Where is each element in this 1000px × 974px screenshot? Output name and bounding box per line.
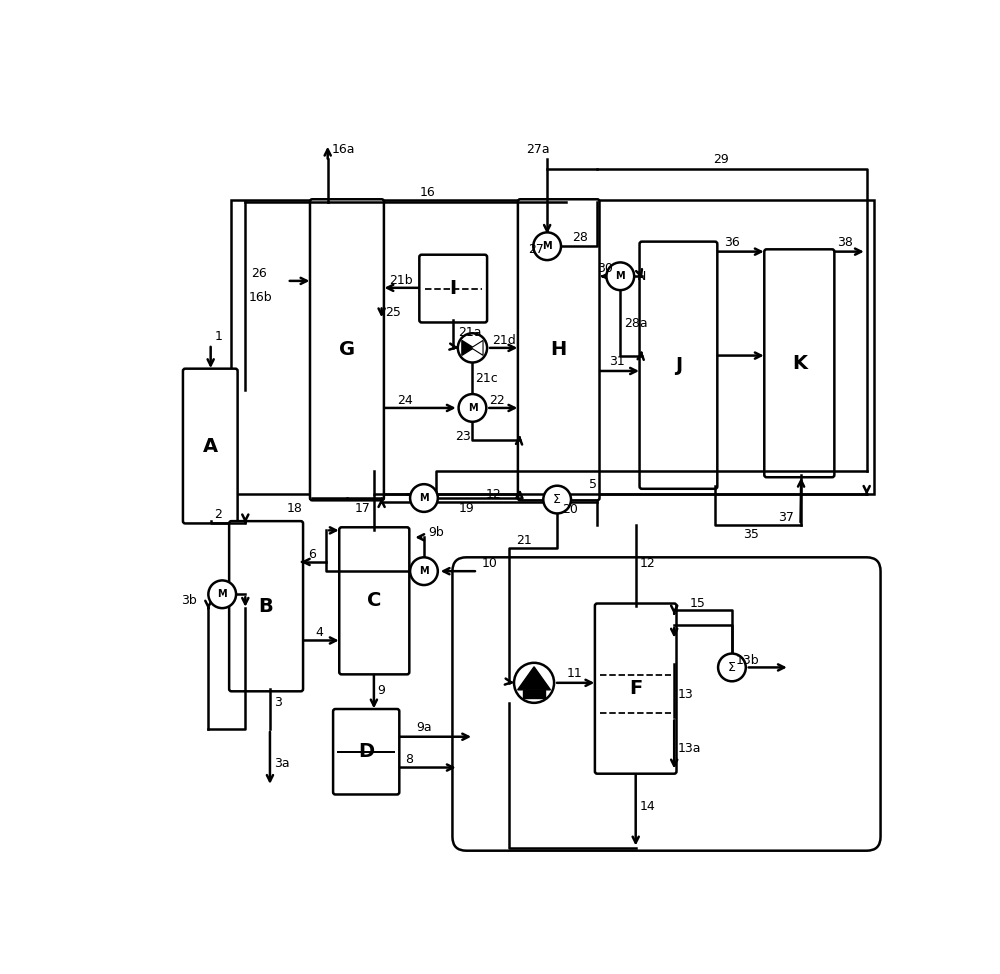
Circle shape xyxy=(514,663,554,703)
Text: D: D xyxy=(358,742,374,762)
Text: G: G xyxy=(339,340,355,359)
Text: 25: 25 xyxy=(385,306,401,318)
Text: 20: 20 xyxy=(563,504,578,516)
Text: 27: 27 xyxy=(528,243,544,256)
Text: M: M xyxy=(615,272,625,281)
Text: 24: 24 xyxy=(397,393,413,407)
Circle shape xyxy=(208,581,236,608)
Text: 2: 2 xyxy=(215,507,222,521)
Text: 3a: 3a xyxy=(274,757,289,770)
Text: 29: 29 xyxy=(713,153,728,166)
Circle shape xyxy=(458,333,487,362)
Text: 11: 11 xyxy=(566,667,582,680)
Text: 3: 3 xyxy=(274,695,282,708)
Circle shape xyxy=(606,262,634,290)
Text: 36: 36 xyxy=(724,236,740,249)
Text: 26: 26 xyxy=(251,267,266,280)
Text: 38: 38 xyxy=(837,236,853,249)
Circle shape xyxy=(410,557,438,585)
Text: 31: 31 xyxy=(609,356,624,368)
Text: B: B xyxy=(259,597,273,616)
Bar xyxy=(231,200,874,494)
Text: 13b: 13b xyxy=(736,654,759,667)
Text: 6: 6 xyxy=(308,547,316,561)
FancyBboxPatch shape xyxy=(183,369,238,523)
Text: F: F xyxy=(629,679,642,698)
Text: 37: 37 xyxy=(778,510,794,524)
Text: M: M xyxy=(419,493,429,503)
Text: 19: 19 xyxy=(459,502,474,514)
Text: N: N xyxy=(636,270,646,282)
Text: 13a: 13a xyxy=(678,742,702,755)
Text: 5: 5 xyxy=(590,478,598,492)
Bar xyxy=(523,690,545,697)
Text: H: H xyxy=(551,340,567,359)
Text: 16b: 16b xyxy=(248,291,272,304)
Text: 21d: 21d xyxy=(492,334,516,347)
Text: C: C xyxy=(367,591,381,611)
Text: 12: 12 xyxy=(640,557,655,570)
Text: 17: 17 xyxy=(355,502,371,514)
Text: 21b: 21b xyxy=(389,274,413,286)
Text: 27a: 27a xyxy=(526,143,550,156)
Text: 13: 13 xyxy=(678,688,694,701)
Text: Σ: Σ xyxy=(553,493,561,506)
Text: 21: 21 xyxy=(516,534,532,546)
Polygon shape xyxy=(518,667,550,690)
Text: 4: 4 xyxy=(315,626,323,639)
Text: 18: 18 xyxy=(287,502,303,514)
Text: 23: 23 xyxy=(455,430,471,443)
Text: 30: 30 xyxy=(597,262,613,275)
Circle shape xyxy=(410,484,438,512)
Text: 10: 10 xyxy=(482,557,498,570)
FancyBboxPatch shape xyxy=(333,709,399,795)
Circle shape xyxy=(533,233,561,260)
Text: Σ: Σ xyxy=(728,661,736,674)
Text: K: K xyxy=(792,354,807,373)
Circle shape xyxy=(718,654,746,681)
Text: M: M xyxy=(468,403,477,413)
Text: I: I xyxy=(450,280,457,298)
FancyBboxPatch shape xyxy=(764,249,834,477)
Text: M: M xyxy=(419,566,429,577)
Text: 12: 12 xyxy=(486,488,501,501)
Text: 16: 16 xyxy=(420,186,436,199)
Text: 9b: 9b xyxy=(428,526,444,540)
FancyBboxPatch shape xyxy=(640,242,717,489)
FancyBboxPatch shape xyxy=(310,200,384,501)
Text: 21c: 21c xyxy=(476,372,498,385)
Text: 8: 8 xyxy=(405,753,413,767)
Text: 9: 9 xyxy=(378,684,386,697)
FancyBboxPatch shape xyxy=(518,200,600,501)
Text: 1: 1 xyxy=(215,330,222,343)
FancyBboxPatch shape xyxy=(419,255,487,322)
Text: M: M xyxy=(542,242,552,251)
Polygon shape xyxy=(462,341,474,356)
Text: 22: 22 xyxy=(489,393,505,407)
Text: 15: 15 xyxy=(690,597,705,610)
Circle shape xyxy=(543,486,571,513)
Text: 3b: 3b xyxy=(181,594,197,607)
Polygon shape xyxy=(471,341,483,356)
Text: 9a: 9a xyxy=(416,721,432,734)
Text: 16a: 16a xyxy=(332,143,355,156)
Text: M: M xyxy=(217,589,227,599)
Text: 14: 14 xyxy=(640,800,655,812)
FancyBboxPatch shape xyxy=(229,521,303,692)
FancyBboxPatch shape xyxy=(339,527,409,674)
FancyBboxPatch shape xyxy=(595,604,677,773)
Text: 21a: 21a xyxy=(459,326,482,339)
Text: 28a: 28a xyxy=(624,317,648,330)
Text: 28: 28 xyxy=(573,231,588,244)
Circle shape xyxy=(459,394,486,422)
Text: 35: 35 xyxy=(744,528,759,541)
Text: A: A xyxy=(203,436,218,456)
Text: J: J xyxy=(675,356,682,375)
